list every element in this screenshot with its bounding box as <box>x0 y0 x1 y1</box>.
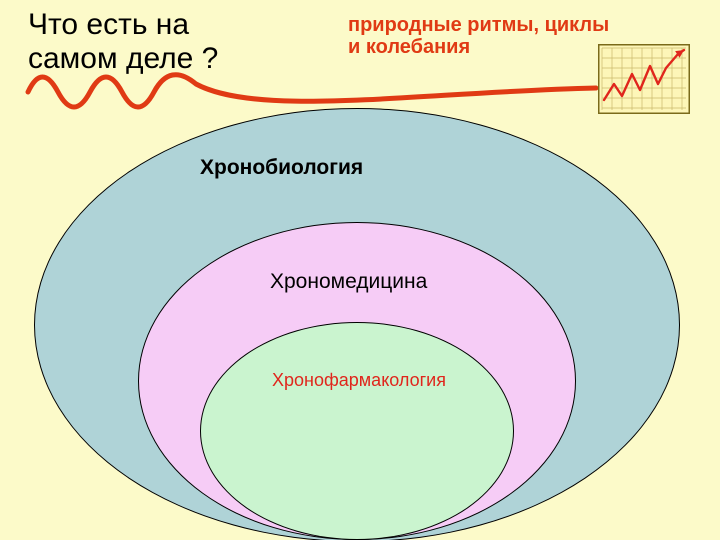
label-chronopharmacology: Хронофармакология <box>272 370 446 391</box>
diagram-canvas: Что есть на самом деле ? природные ритмы… <box>0 0 720 540</box>
ellipse-chronopharmacology <box>200 322 514 540</box>
label-chronomedicine: Хрономедицина <box>270 270 427 294</box>
mini-chart-icon <box>598 44 690 114</box>
label-chronobiology: Хронобиология <box>200 156 363 180</box>
